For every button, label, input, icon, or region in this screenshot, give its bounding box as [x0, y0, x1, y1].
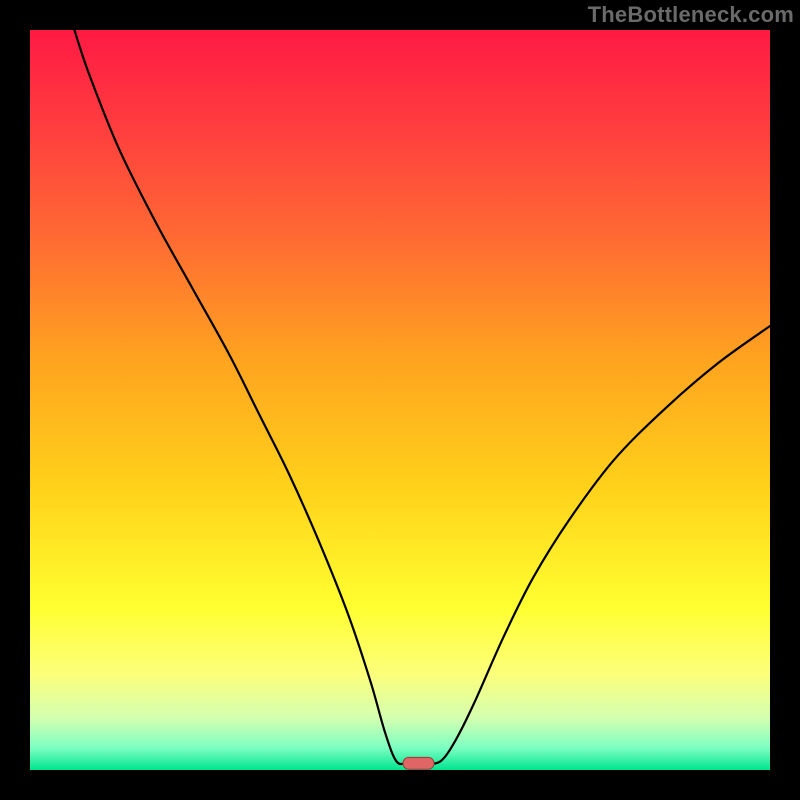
watermark-text: TheBottleneck.com	[588, 2, 794, 28]
bottleneck-chart	[0, 0, 800, 800]
optimum-marker	[403, 757, 434, 769]
plot-area	[30, 30, 770, 770]
